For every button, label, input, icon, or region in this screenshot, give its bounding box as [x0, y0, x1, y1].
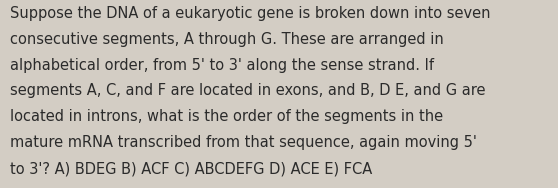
Text: consecutive segments, A through G. These are arranged in: consecutive segments, A through G. These…	[10, 32, 444, 47]
Text: alphabetical order, from 5' to 3' along the sense strand. If: alphabetical order, from 5' to 3' along …	[10, 58, 434, 73]
Text: mature mRNA transcribed from that sequence, again moving 5': mature mRNA transcribed from that sequen…	[10, 135, 477, 150]
Text: located in introns, what is the order of the segments in the: located in introns, what is the order of…	[10, 109, 443, 124]
Text: to 3'? A) BDEG B) ACF C) ABCDEFG D) ACE E) FCA: to 3'? A) BDEG B) ACF C) ABCDEFG D) ACE …	[10, 161, 372, 176]
Text: segments A, C, and F are located in exons, and B, D E, and G are: segments A, C, and F are located in exon…	[10, 83, 485, 99]
Text: Suppose the DNA of a eukaryotic gene is broken down into seven: Suppose the DNA of a eukaryotic gene is …	[10, 6, 490, 21]
